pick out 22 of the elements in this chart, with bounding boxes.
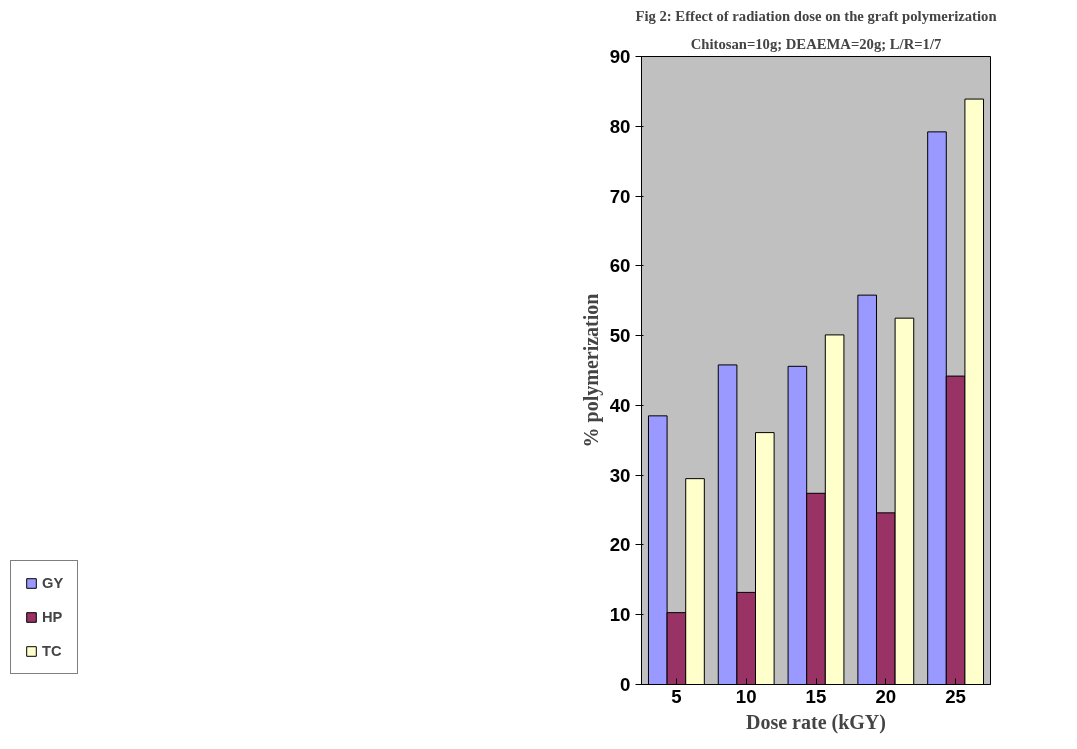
y-tick-label: 80 [609, 115, 631, 137]
y-tick-label: 20 [609, 534, 631, 556]
x-axis-title: Dose rate (kGY) [746, 710, 886, 734]
chart-subtitle: Chitosan=10g; DEAEMA=20g; L/R=1/7 [690, 35, 942, 52]
legend-label: TC [42, 643, 62, 659]
y-tick-label: 60 [609, 255, 631, 277]
x-tick-label: 20 [875, 685, 897, 707]
y-tick-label: 40 [609, 394, 631, 416]
y-axis-title: % polymerization [579, 293, 603, 448]
y-tick-label: 50 [609, 325, 631, 347]
y-tick-label: 10 [609, 604, 631, 626]
legend-label: HP [42, 609, 63, 625]
x-tick-label: 5 [671, 685, 682, 707]
x-tick-label: 25 [945, 685, 966, 707]
y-tick-label: 90 [609, 46, 631, 67]
y-tick-label: 30 [609, 464, 631, 486]
x-tick-label: 15 [805, 685, 827, 707]
x-tick-label: 10 [735, 685, 757, 707]
legend-label: GY [42, 575, 64, 591]
y-tick-label: 0 [620, 674, 631, 695]
chart-title: Fig 2: Effect of radiation dose on the graft polymerization [635, 7, 997, 24]
y-tick-label: 70 [609, 185, 631, 207]
